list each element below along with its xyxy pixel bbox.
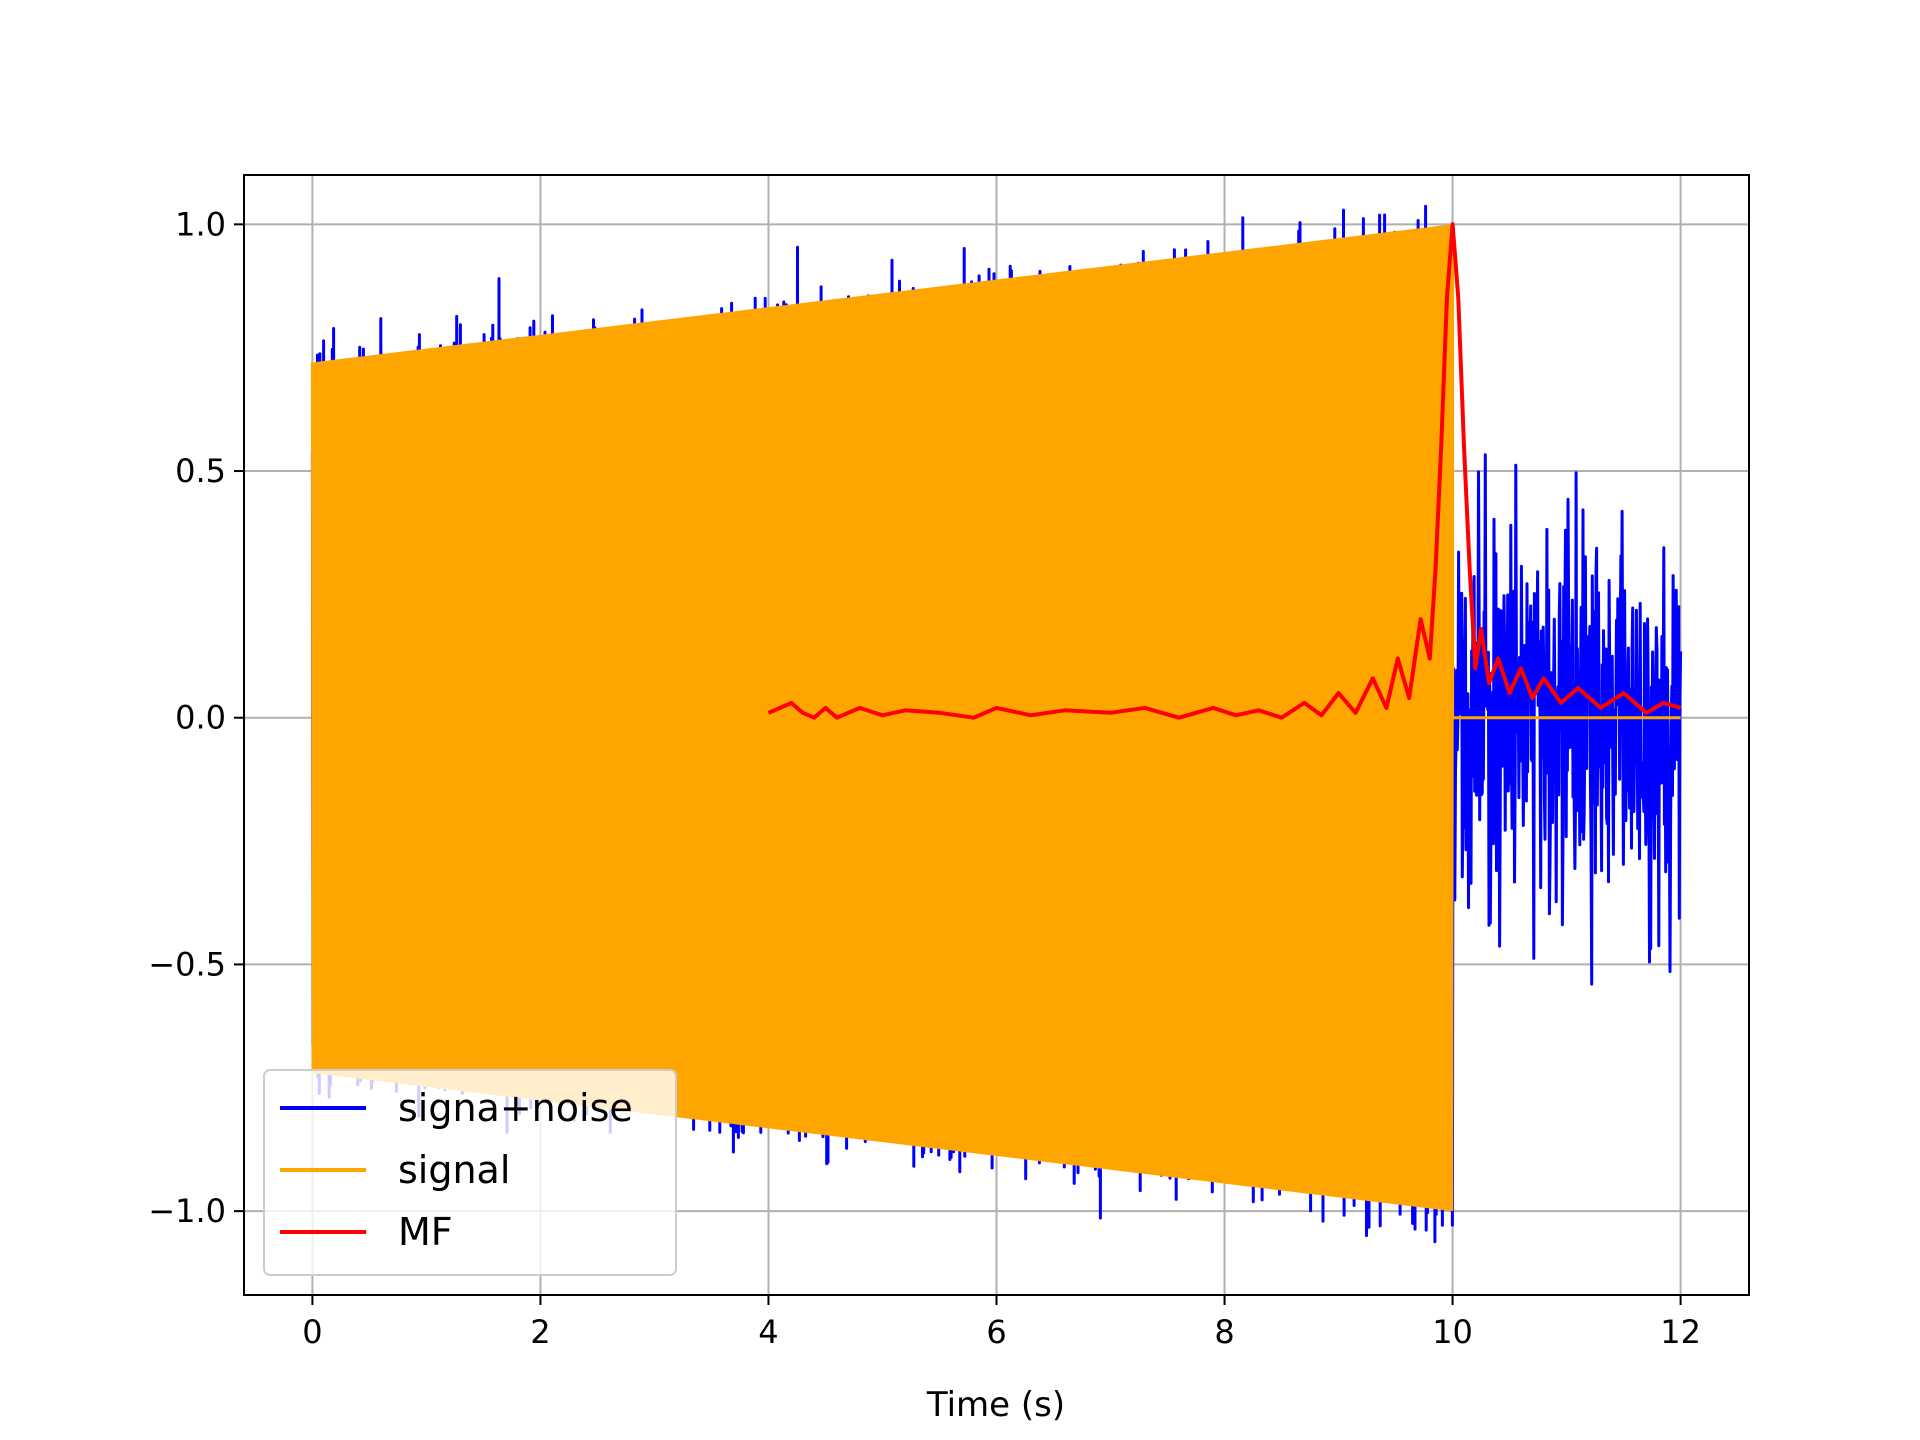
x-tick-label: 2 [530, 1313, 550, 1351]
legend-label-mf: MF [398, 1210, 453, 1254]
x-tick-label: 8 [1214, 1313, 1234, 1351]
legend-label-signal-noise: signa+noise [398, 1086, 633, 1130]
ticks-layer: 0 2 4 6 8 10 12 −1.0 −0.5 0.0 0.5 1.0 [148, 205, 1701, 1351]
series-mf-line [767, 222, 1682, 720]
x-tick-label: 12 [1660, 1313, 1701, 1351]
x-tick-label: 6 [986, 1313, 1006, 1351]
x-tick-label: 0 [302, 1313, 322, 1351]
legend: signa+noise signal MF [263, 1069, 677, 1276]
series-signal-line [310, 224, 1681, 1212]
x-tick-label: 10 [1432, 1313, 1473, 1351]
y-tick-label: −0.5 [148, 945, 226, 983]
y-tick-label: 1.0 [175, 205, 226, 243]
legend-label-signal: signal [398, 1148, 510, 1192]
x-tick-label: 4 [758, 1313, 778, 1351]
legend-box [263, 1069, 677, 1276]
y-tick-label: −1.0 [148, 1192, 226, 1230]
x-axis-label: Time (s) [926, 1385, 1065, 1425]
y-tick-label: 0.5 [175, 452, 226, 490]
series-layer [310, 204, 1683, 1244]
y-tick-label: 0.0 [175, 699, 226, 737]
